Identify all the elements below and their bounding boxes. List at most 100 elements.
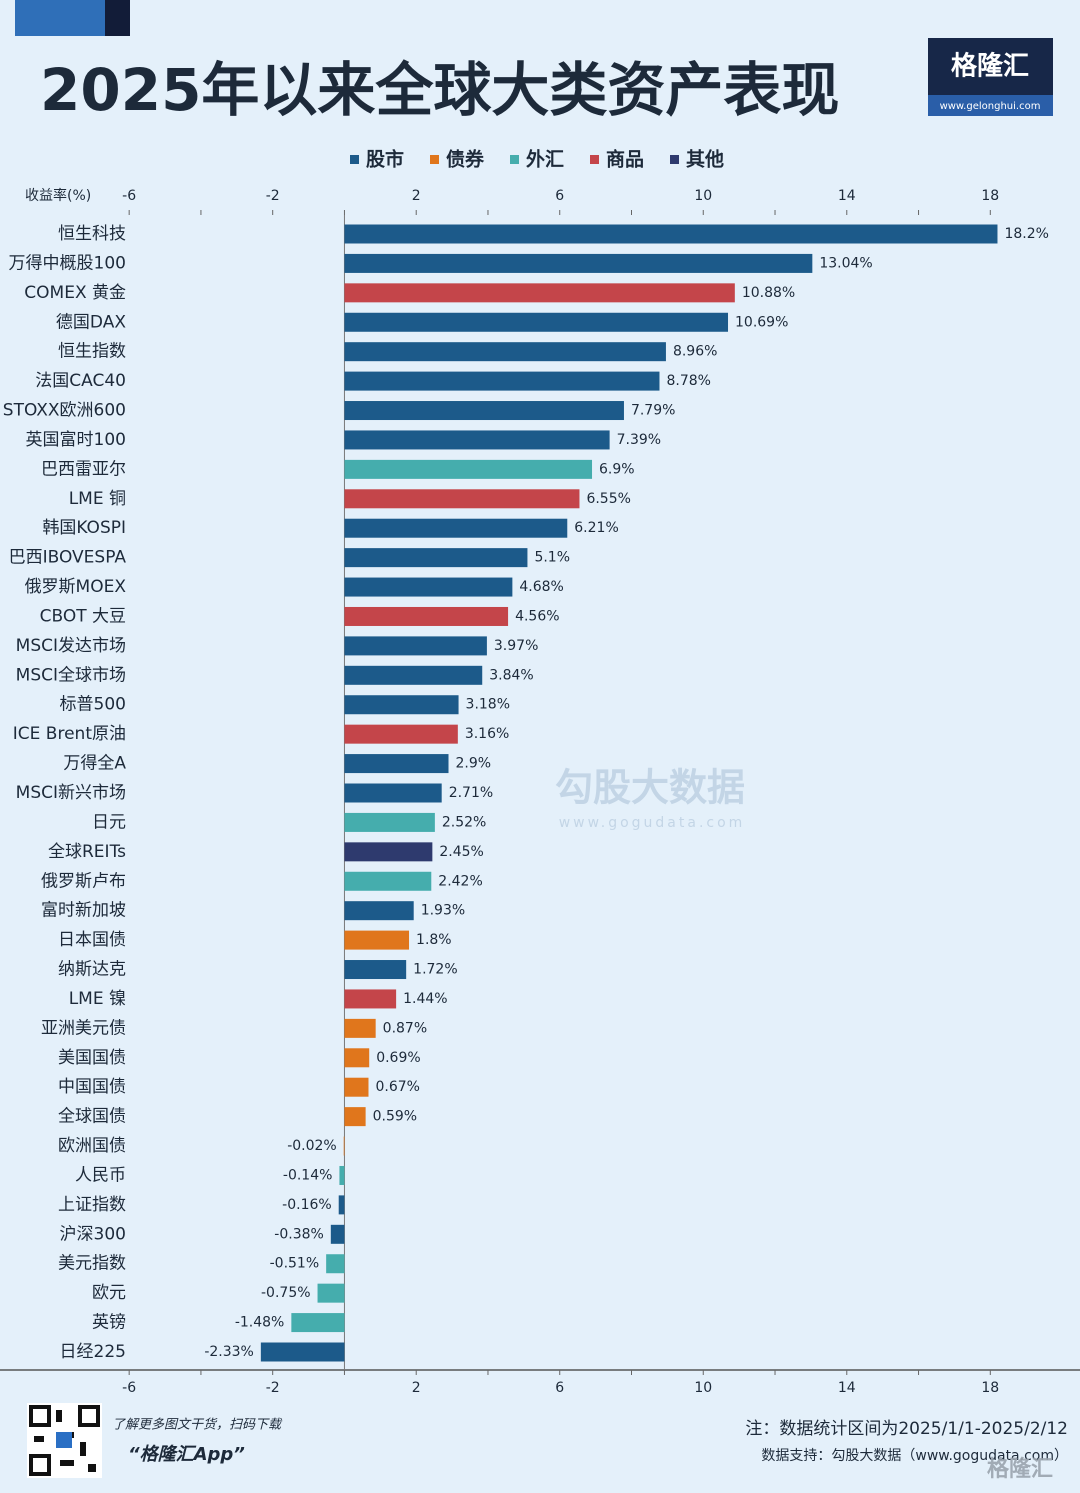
value-label: -0.38%	[274, 1226, 324, 1242]
bar	[344, 930, 410, 950]
y-tick-label: 法国CAC40	[35, 371, 126, 391]
y-tick-label: 全球国债	[58, 1107, 126, 1127]
x-tick-label: -6	[122, 1380, 136, 1396]
y-tick-label: 恒生指数	[58, 342, 126, 362]
y-tick-label: MSCI新兴市场	[16, 783, 126, 803]
promo-text: 了解更多图文干货，扫码下载	[112, 1417, 283, 1433]
legend-swatch	[430, 155, 439, 164]
bar	[344, 489, 580, 509]
value-label: 5.1%	[534, 550, 570, 566]
x-tick-label: 18	[981, 1380, 999, 1396]
bar	[344, 842, 433, 862]
legend-label: 外汇	[526, 148, 564, 171]
y-tick-label: 标普500	[60, 695, 126, 715]
y-tick-label: ICE Brent原油	[13, 724, 126, 744]
value-label: 4.68%	[519, 579, 563, 595]
legend-swatch	[510, 155, 519, 164]
bar	[344, 459, 593, 479]
chart-title: 2025年以来全球大类资产表现	[40, 56, 839, 124]
y-tick-label: 万得中概股100	[9, 253, 126, 273]
y-tick-label: STOXX欧洲600	[3, 401, 126, 421]
bar	[343, 1136, 345, 1156]
bar	[344, 754, 449, 774]
value-label: 3.16%	[465, 726, 509, 742]
legend-label: 股市	[366, 148, 404, 171]
bar	[344, 960, 407, 980]
value-label: 2.42%	[438, 873, 482, 889]
value-label: 7.39%	[617, 432, 661, 448]
bar	[339, 1165, 345, 1185]
x-tick-label: 6	[555, 188, 564, 204]
y-tick-label: 上证指数	[58, 1195, 126, 1215]
legend-label: 债券	[446, 148, 485, 171]
x-tick-label: 6	[555, 1380, 564, 1396]
deco-block	[105, 0, 130, 36]
logo-strip	[928, 95, 1053, 116]
y-tick-label: 纳斯达克	[58, 960, 126, 980]
y-tick-label: MSCI发达市场	[16, 636, 126, 656]
value-label: 6.55%	[586, 491, 630, 507]
bar	[344, 1077, 369, 1097]
y-tick-label: 巴西雷亚尔	[41, 459, 126, 479]
bar	[344, 283, 735, 303]
value-label: 2.9%	[456, 756, 492, 772]
corner-logo: 格隆汇	[987, 1456, 1053, 1482]
x-tick-label: 14	[838, 1380, 856, 1396]
y-tick-label: LME 镍	[69, 989, 126, 1009]
x-tick-label: -2	[266, 188, 280, 204]
bar	[344, 636, 487, 656]
value-label: 0.69%	[376, 1050, 420, 1066]
logo-text: 格隆汇	[951, 51, 1029, 82]
y-tick-label: 欧元	[92, 1283, 126, 1303]
y-tick-label: 人民币	[75, 1165, 126, 1185]
bar	[344, 577, 513, 597]
x-tick-label: -6	[122, 188, 136, 204]
legend-swatch	[350, 155, 359, 164]
bar	[317, 1283, 345, 1303]
bar	[344, 989, 397, 1009]
y-tick-label: 俄罗斯卢布	[41, 871, 126, 891]
bar	[344, 371, 660, 391]
value-label: -0.75%	[261, 1285, 311, 1301]
value-label: 2.52%	[442, 814, 486, 830]
value-label: 0.59%	[373, 1109, 417, 1125]
y-tick-label: CBOT 大豆	[40, 606, 126, 626]
y-tick-label: 英镑	[92, 1313, 126, 1333]
y-tick-label: 恒生科技	[58, 224, 126, 244]
value-label: 6.21%	[574, 520, 618, 536]
bar	[344, 312, 729, 332]
watermark-url: www.gogudata.com	[559, 815, 746, 831]
x-tick-label: 18	[981, 188, 999, 204]
note: 注：数据统计区间为2025/1/1-2025/2/12	[745, 1419, 1068, 1439]
x-tick-label: 2	[412, 188, 421, 204]
bar	[338, 1195, 345, 1215]
value-label: 7.79%	[631, 403, 675, 419]
y-tick-label: MSCI全球市场	[16, 665, 126, 685]
logo-url: www.gelonghui.com	[940, 101, 1041, 112]
x-axis-label: 收益率(%)	[25, 187, 91, 204]
value-label: -0.14%	[283, 1167, 333, 1183]
value-label: 1.72%	[413, 962, 457, 978]
value-label: 0.67%	[375, 1079, 419, 1095]
value-label: 1.44%	[403, 991, 447, 1007]
value-label: 2.45%	[439, 844, 483, 860]
bar	[344, 1018, 376, 1038]
bar	[344, 1048, 370, 1068]
y-tick-label: 英国富时100	[26, 430, 126, 450]
y-tick-label: 巴西IBOVESPA	[9, 548, 127, 568]
y-tick-label: 美国国债	[58, 1048, 126, 1068]
bar	[344, 665, 483, 685]
bar	[326, 1254, 345, 1274]
app-name: “格隆汇App”	[128, 1444, 245, 1465]
y-tick-label: 欧洲国债	[58, 1136, 126, 1156]
bar	[344, 606, 509, 626]
bar	[344, 871, 432, 891]
qr-code	[27, 1403, 102, 1478]
y-tick-label: 全球REITs	[48, 842, 126, 862]
value-label: 18.2%	[1004, 226, 1048, 242]
value-label: -1.48%	[235, 1315, 285, 1331]
y-tick-label: 韩国KOSPI	[42, 518, 126, 538]
y-tick-label: LME 铜	[69, 489, 126, 509]
